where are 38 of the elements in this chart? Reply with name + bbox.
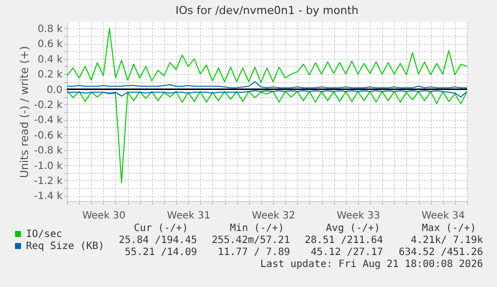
text: Cur (-/+)	[134, 223, 188, 234]
y-tick-label: 0.6 k	[38, 39, 63, 50]
y-tick-label: 0.4 k	[38, 54, 63, 66]
y-tick-label: -1.0 k	[34, 160, 63, 172]
y-tick-label: -1.2 k	[34, 176, 63, 187]
y-tick-label: -1.4 k	[34, 191, 63, 202]
y-axis-title: Units read (-) / write (+)	[18, 46, 32, 178]
x-tick-label: Week 33	[336, 210, 380, 222]
text: 634.52 /451.26	[398, 247, 483, 258]
legend-label: Req Size (KB)	[26, 241, 104, 252]
text: Max (-/+)	[422, 223, 476, 234]
legend-label: IO/sec	[26, 229, 62, 240]
y-tick-label: -0.8 k	[34, 146, 63, 157]
text: 28.51 /211.64	[304, 235, 383, 246]
line-series	[67, 81, 467, 88]
y-tick-label: -0.6 k	[34, 130, 63, 142]
y-tick-label: 0.0	[46, 84, 62, 96]
text: 255.42m/57.21	[212, 235, 290, 246]
x-tick-label: Week 32	[252, 210, 296, 222]
line-series	[67, 90, 467, 184]
text: Last update: Fri Aug 21 18:00:08 2026	[260, 259, 483, 270]
text: Avg (-/+)	[326, 223, 380, 234]
y-tick-label: -0.4 k	[34, 115, 63, 126]
line-series	[67, 90, 467, 98]
y-tick-label: 0.2 k	[38, 70, 63, 81]
text: 11.77 / 7.89	[218, 247, 290, 258]
y-tick-label: -0.2 k	[34, 100, 63, 111]
y-tick-label: 0.8 k	[38, 24, 63, 35]
line-series	[67, 28, 467, 83]
text: 55.21 /14.09	[124, 247, 197, 258]
x-tick-label: Week 34	[422, 210, 465, 222]
text: 4.21k/ 7.19k	[410, 235, 483, 246]
x-tick-label: Week 30	[82, 210, 126, 222]
x-tick-label: Week 31	[167, 210, 210, 222]
text: Min (-/+)	[230, 223, 284, 234]
text: 45.12 /27.17	[310, 247, 383, 258]
text: 25.84 /194.45	[118, 235, 197, 246]
chart-title: IOs for /dev/nvme0n1 - by month	[175, 4, 359, 17]
